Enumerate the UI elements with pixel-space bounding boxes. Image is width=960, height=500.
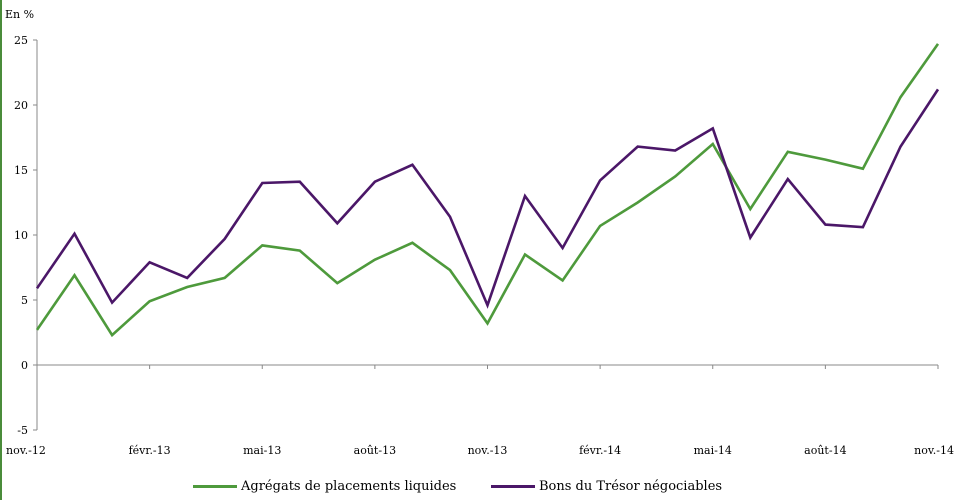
y-tick-label: 25 <box>14 34 28 47</box>
x-tick-label: févr.-14 <box>579 444 621 457</box>
x-tick-label: nov.-13 <box>468 444 508 457</box>
line-chart: En % -5 0 5 10 15 20 25 nov.-12 févr.-13 mai-13 ao… <box>5 8 954 457</box>
axes <box>33 39 939 431</box>
legend: Agrégats de placements liquides Bons du … <box>0 474 960 498</box>
legend-swatch-agregats <box>193 484 237 488</box>
tick-labels: -5 0 5 10 15 20 25 nov.-12 févr.-13 mai-13 août-13… <box>6 34 954 457</box>
x-tick-label: mai-13 <box>243 444 281 457</box>
series-lines <box>35 43 940 338</box>
y-tick-label: 20 <box>14 99 28 112</box>
y-tick-label: 15 <box>14 164 28 177</box>
legend-label-bons-du-tresor: Bons du Trésor négociables <box>539 478 723 494</box>
y-tick-label: 0 <box>21 359 28 372</box>
x-tick-label: févr.-13 <box>129 444 171 457</box>
y-tick-label: 10 <box>14 229 28 242</box>
y-tick-label: 5 <box>21 294 28 307</box>
x-tick-label: nov.-12 <box>6 444 46 457</box>
y-tick-label: -5 <box>17 424 28 437</box>
left-border-rule <box>0 0 2 500</box>
y-axis-label: En % <box>5 8 34 21</box>
x-tick-label: mai-14 <box>694 444 732 457</box>
series-line-agregats-de-placements-liquides <box>35 43 940 338</box>
legend-item-bons-du-tresor: Bons du Trésor négociables <box>491 474 722 498</box>
series-line-bons-du-tresor-negociables <box>35 88 940 309</box>
x-tick-label: nov.-14 <box>914 444 954 457</box>
legend-item-agregats: Agrégats de placements liquides <box>193 474 456 498</box>
x-tick-label: août-13 <box>354 444 396 457</box>
legend-swatch-bons-du-tresor <box>491 484 535 488</box>
x-tick-label: août-14 <box>804 444 846 457</box>
legend-label-agregats: Agrégats de placements liquides <box>241 478 457 494</box>
